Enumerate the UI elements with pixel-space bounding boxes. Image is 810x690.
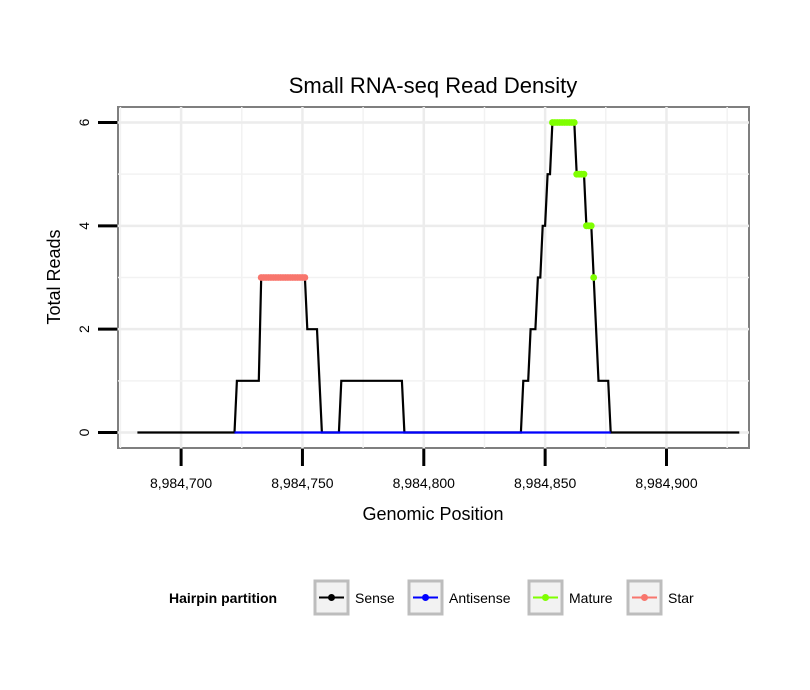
x-tick-label: 8,984,800 <box>393 475 455 491</box>
legend-title: Hairpin partition <box>169 590 277 606</box>
grid <box>118 107 749 448</box>
star-point <box>301 274 309 281</box>
legend-label-star: Star <box>668 590 694 606</box>
ticks-layer: 8,984,700 8,984,750 8,984,800 8,984,850 8,98… <box>76 118 698 491</box>
legend-label-antisense: Antisense <box>449 590 511 606</box>
legend: Hairpin partition Sense Antisense Mature St… <box>169 579 694 616</box>
x-axis-label: Genomic Position <box>362 504 503 524</box>
legend-key-point <box>422 594 429 601</box>
legend-key-point <box>542 594 549 601</box>
mature-point <box>587 222 595 230</box>
legend-label-mature: Mature <box>569 590 613 606</box>
y-tick-label: 6 <box>76 118 92 126</box>
mature-point <box>590 274 598 281</box>
x-tick-label: 8,984,850 <box>514 475 576 491</box>
y-tick-label: 0 <box>76 428 92 436</box>
x-tick-label: 8,984,700 <box>150 475 212 491</box>
y-tick-label: 2 <box>76 325 92 333</box>
mature-point <box>570 119 578 126</box>
y-tick-label: 4 <box>76 222 92 230</box>
legend-key-point <box>328 594 335 601</box>
x-tick-label: 8,984,900 <box>635 475 697 491</box>
mature-point <box>580 170 588 178</box>
chart-title: Small RNA-seq Read Density <box>289 73 578 98</box>
x-tick-label: 8,984,750 <box>271 475 333 491</box>
legend-key-point <box>641 594 648 601</box>
legend-label-sense: Sense <box>355 590 395 606</box>
y-axis-label: Total Reads <box>44 229 64 324</box>
series-layer <box>137 119 740 434</box>
